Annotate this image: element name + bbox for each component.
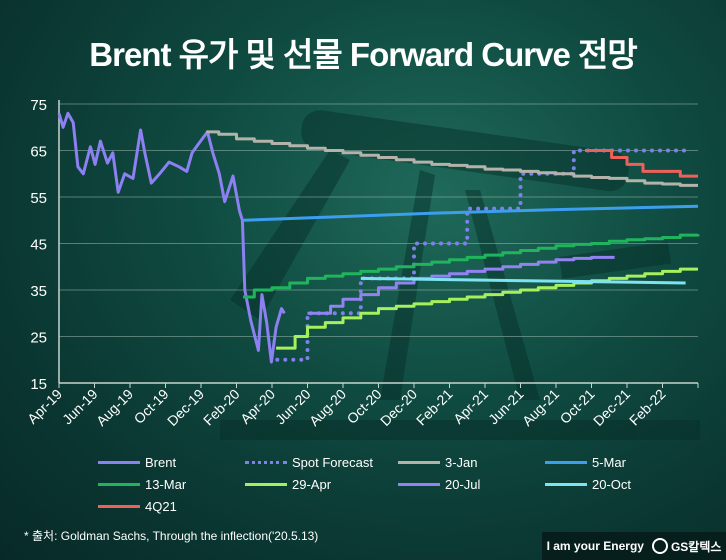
y-tick-label: 35 xyxy=(30,283,47,300)
legend-swatch xyxy=(98,482,140,486)
x-tick-label: Aug-19 xyxy=(93,386,136,429)
logo-text: GS칼텍스 xyxy=(670,539,722,554)
brand-footer: I am your Energy GS칼텍스 xyxy=(542,532,726,560)
legend-swatch xyxy=(398,482,440,486)
y-tick-label: 25 xyxy=(30,330,47,347)
legend-item: 4Q21 xyxy=(98,497,177,515)
legend-item: Brent xyxy=(98,453,176,471)
x-tick-label: Aug-21 xyxy=(519,386,562,429)
series-3-jan xyxy=(206,130,698,187)
legend-item: 20-Oct xyxy=(545,475,631,493)
legend-label: 29-Apr xyxy=(292,476,332,492)
y-tick-label: 75 xyxy=(30,97,47,114)
x-tick-label: Feb-21 xyxy=(413,386,456,429)
series-29-apr xyxy=(276,267,698,350)
gs-caltex-logo: GS칼텍스 xyxy=(651,538,722,555)
legend-swatch xyxy=(98,460,140,464)
x-tick-label: Apr-20 xyxy=(237,386,278,427)
legend-label: Brent xyxy=(145,454,177,470)
legend-item: 29-Apr xyxy=(245,475,331,493)
gs-logo-icon xyxy=(651,538,668,554)
legend-swatch xyxy=(245,482,287,486)
legend-label: Spot Forecast xyxy=(292,454,373,470)
legend-label: 13-Mar xyxy=(145,476,187,492)
legend-swatch xyxy=(545,460,587,464)
source-note: * 출처: Goldman Sachs, Through the inflect… xyxy=(24,529,319,543)
legend-item: Spot Forecast xyxy=(245,453,373,471)
legend-label: 20-Oct xyxy=(592,476,632,492)
legend-swatch xyxy=(398,460,440,464)
legend-label: 4Q21 xyxy=(145,498,177,514)
y-tick-label: 15 xyxy=(30,376,47,393)
legend-label: 3-Jan xyxy=(445,454,478,470)
series-13-mar xyxy=(243,233,700,299)
legend-label: 5-Mar xyxy=(592,454,626,470)
legend-item: 3-Jan xyxy=(398,453,478,471)
series-20-oct xyxy=(360,276,686,285)
x-tick-label: Jun-20 xyxy=(272,386,314,428)
page-title: Brent 유가 및 선물 Forward Curve 전망 xyxy=(89,36,637,73)
y-tick-label: 45 xyxy=(30,237,47,254)
x-tick-label: Dec-21 xyxy=(590,386,633,429)
legend-swatch xyxy=(245,460,287,464)
x-tick-label: Aug-20 xyxy=(306,386,349,429)
series-brent xyxy=(57,111,286,364)
legend-item: 13-Mar xyxy=(98,475,186,493)
y-tick-label: 65 xyxy=(30,144,47,161)
legend-item: 5-Mar xyxy=(545,453,626,471)
brand-slogan: I am your Energy xyxy=(546,539,644,553)
x-tick-label: Dec-20 xyxy=(377,386,420,429)
x-tick-label: Feb-20 xyxy=(200,386,243,429)
legend-item: 20-Jul xyxy=(398,475,480,493)
series-4q21 xyxy=(585,149,698,178)
x-tick-label: Feb-22 xyxy=(626,386,669,429)
x-tick-label: Apr-21 xyxy=(450,386,491,427)
x-tick-label: Dec-19 xyxy=(164,386,207,429)
series-5-mar xyxy=(242,204,699,222)
forward-curve-chart: 15253545556575Apr-19Jun-19Aug-19Oct-19De… xyxy=(30,97,700,429)
legend-label: 20-Jul xyxy=(445,476,481,492)
legend-swatch xyxy=(545,482,587,486)
series-20-jul xyxy=(307,255,615,315)
y-tick-label: 55 xyxy=(30,190,47,207)
x-tick-label: Jun-21 xyxy=(485,386,527,428)
x-tick-label: Jun-19 xyxy=(59,386,101,428)
legend-swatch xyxy=(98,504,140,508)
